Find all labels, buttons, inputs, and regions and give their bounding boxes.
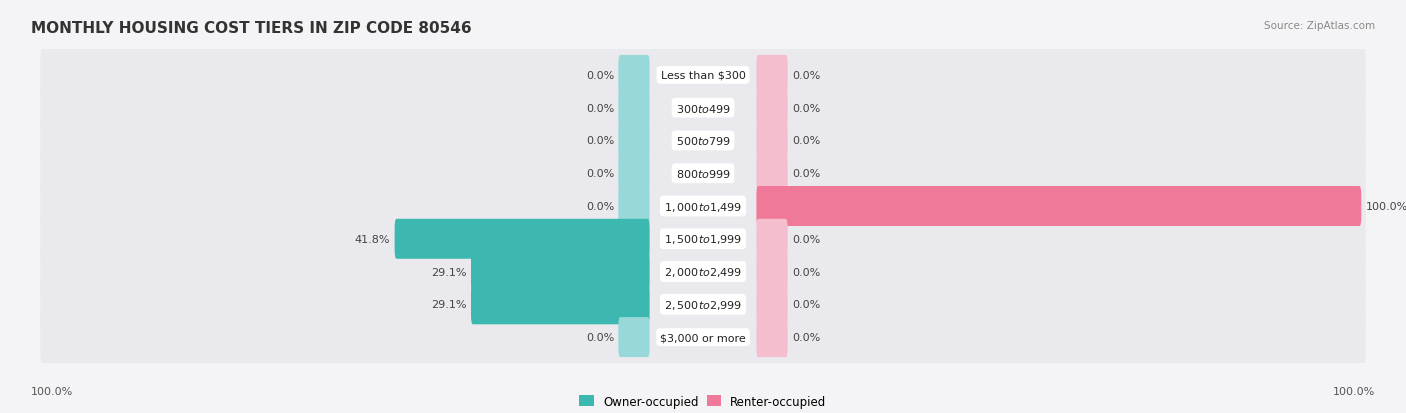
Text: 0.0%: 0.0%: [792, 234, 820, 244]
FancyBboxPatch shape: [756, 88, 787, 128]
FancyBboxPatch shape: [41, 145, 1365, 203]
Text: 41.8%: 41.8%: [354, 234, 391, 244]
Text: 0.0%: 0.0%: [792, 299, 820, 310]
Text: 100.0%: 100.0%: [31, 387, 73, 396]
FancyBboxPatch shape: [471, 285, 650, 325]
Text: 0.0%: 0.0%: [586, 136, 614, 146]
Text: Less than $300: Less than $300: [661, 71, 745, 81]
Text: 0.0%: 0.0%: [586, 332, 614, 342]
FancyBboxPatch shape: [619, 154, 650, 194]
FancyBboxPatch shape: [756, 56, 787, 96]
FancyBboxPatch shape: [619, 187, 650, 226]
FancyBboxPatch shape: [395, 219, 650, 259]
Text: 0.0%: 0.0%: [792, 136, 820, 146]
FancyBboxPatch shape: [471, 252, 650, 292]
FancyBboxPatch shape: [619, 88, 650, 128]
Text: $500 to $799: $500 to $799: [675, 135, 731, 147]
FancyBboxPatch shape: [41, 276, 1365, 333]
Text: $2,500 to $2,999: $2,500 to $2,999: [664, 298, 742, 311]
Text: Source: ZipAtlas.com: Source: ZipAtlas.com: [1264, 21, 1375, 31]
FancyBboxPatch shape: [756, 154, 787, 194]
Text: 29.1%: 29.1%: [432, 299, 467, 310]
Text: $800 to $999: $800 to $999: [675, 168, 731, 180]
Text: $300 to $499: $300 to $499: [675, 102, 731, 114]
Text: 0.0%: 0.0%: [792, 267, 820, 277]
FancyBboxPatch shape: [41, 80, 1365, 137]
Text: 0.0%: 0.0%: [792, 103, 820, 114]
Text: 29.1%: 29.1%: [432, 267, 467, 277]
Legend: Owner-occupied, Renter-occupied: Owner-occupied, Renter-occupied: [579, 395, 827, 408]
FancyBboxPatch shape: [41, 112, 1365, 170]
FancyBboxPatch shape: [41, 309, 1365, 366]
Text: $2,000 to $2,499: $2,000 to $2,499: [664, 266, 742, 278]
Text: 0.0%: 0.0%: [586, 169, 614, 179]
FancyBboxPatch shape: [756, 219, 787, 259]
Text: $1,500 to $1,999: $1,500 to $1,999: [664, 233, 742, 246]
FancyBboxPatch shape: [619, 56, 650, 96]
FancyBboxPatch shape: [619, 121, 650, 161]
FancyBboxPatch shape: [41, 47, 1365, 104]
Text: $1,000 to $1,499: $1,000 to $1,499: [664, 200, 742, 213]
Text: 0.0%: 0.0%: [792, 332, 820, 342]
FancyBboxPatch shape: [41, 243, 1365, 301]
Text: 100.0%: 100.0%: [1333, 387, 1375, 396]
FancyBboxPatch shape: [756, 252, 787, 292]
FancyBboxPatch shape: [41, 211, 1365, 268]
Text: MONTHLY HOUSING COST TIERS IN ZIP CODE 80546: MONTHLY HOUSING COST TIERS IN ZIP CODE 8…: [31, 21, 471, 36]
Text: 100.0%: 100.0%: [1365, 202, 1406, 211]
FancyBboxPatch shape: [756, 285, 787, 325]
Text: 0.0%: 0.0%: [586, 71, 614, 81]
FancyBboxPatch shape: [756, 317, 787, 357]
FancyBboxPatch shape: [619, 317, 650, 357]
Text: 0.0%: 0.0%: [792, 169, 820, 179]
FancyBboxPatch shape: [756, 121, 787, 161]
Text: 0.0%: 0.0%: [792, 71, 820, 81]
FancyBboxPatch shape: [756, 187, 1361, 226]
FancyBboxPatch shape: [41, 178, 1365, 235]
Text: 0.0%: 0.0%: [586, 103, 614, 114]
Text: 0.0%: 0.0%: [586, 202, 614, 211]
Text: $3,000 or more: $3,000 or more: [661, 332, 745, 342]
